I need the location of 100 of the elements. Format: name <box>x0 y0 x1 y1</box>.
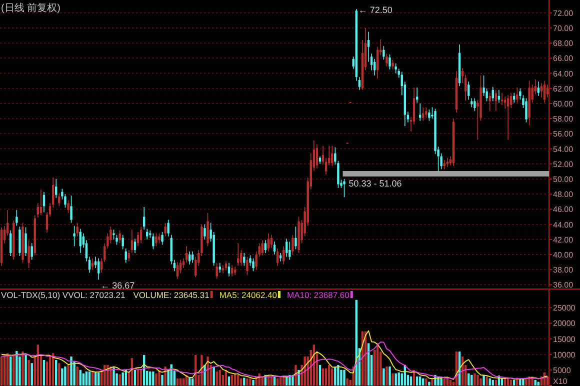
candlestick <box>112 229 115 240</box>
bar <box>468 373 470 386</box>
candlestick <box>286 238 288 258</box>
candlestick <box>394 63 397 74</box>
y-tick-label: 68.00 <box>553 39 574 48</box>
candlestick <box>292 234 294 255</box>
bar <box>212 366 215 386</box>
bar <box>334 366 336 386</box>
bar <box>513 380 516 386</box>
candlestick <box>446 157 448 168</box>
candlestick <box>422 106 424 122</box>
bar <box>331 368 334 386</box>
bar <box>486 376 488 386</box>
y-tick-label: 5000 <box>553 366 572 375</box>
bar <box>24 354 27 386</box>
y-tick-label: 40.00 <box>553 250 574 260</box>
bar <box>237 374 240 386</box>
candlestick <box>537 81 540 96</box>
candlestick <box>540 82 543 98</box>
candlestick <box>24 226 27 256</box>
candlestick <box>224 260 228 271</box>
bar <box>0 356 3 386</box>
candlestick <box>167 219 170 237</box>
bar <box>216 371 218 386</box>
bar <box>410 376 412 386</box>
candlestick <box>506 94 510 140</box>
bar <box>492 380 494 386</box>
candlestick <box>76 222 78 237</box>
bar <box>118 374 121 386</box>
bar <box>70 356 72 386</box>
bar <box>343 370 346 386</box>
candlestick <box>261 240 264 256</box>
candlestick <box>273 241 276 255</box>
bar <box>324 368 328 386</box>
bar <box>246 378 248 386</box>
candlestick <box>246 256 248 276</box>
candlestick <box>192 251 194 264</box>
bar <box>425 378 428 386</box>
legend-label: MA5: 24062.40 <box>219 290 278 300</box>
bar <box>64 366 66 386</box>
candlestick <box>164 222 166 237</box>
candlestick <box>474 98 476 112</box>
bar <box>382 368 385 386</box>
y-tick-label: 58.00 <box>553 114 574 124</box>
bar <box>16 350 18 386</box>
bar <box>322 368 324 386</box>
bar <box>10 356 12 386</box>
candlestick <box>367 31 370 62</box>
bar <box>134 370 136 386</box>
candlestick <box>188 251 191 265</box>
candlestick <box>468 81 470 100</box>
bar <box>480 378 482 386</box>
bar <box>431 378 434 386</box>
candlestick <box>500 92 504 106</box>
y-tick-label: X10 <box>553 377 568 386</box>
bar <box>79 370 82 386</box>
bar <box>440 378 442 386</box>
bar <box>228 376 230 386</box>
bar <box>398 372 400 386</box>
bar <box>206 356 209 386</box>
bar <box>416 376 418 386</box>
legend-label: MA10: 23687.60 <box>287 290 350 300</box>
candlestick <box>237 242 240 266</box>
bar <box>252 380 254 386</box>
band-label: 50.33 - 51.06 <box>348 178 402 189</box>
candlestick <box>55 178 58 198</box>
bar <box>112 367 115 386</box>
bar <box>392 373 394 386</box>
y-tick-label: 56.00 <box>553 130 574 139</box>
bar <box>122 372 124 386</box>
line-series <box>1 342 548 380</box>
candlestick <box>28 240 30 269</box>
y-tick-label: 70.00 <box>553 24 574 33</box>
bar <box>152 371 154 386</box>
candlestick <box>118 230 121 244</box>
bar <box>94 372 97 386</box>
candlestick <box>230 264 234 277</box>
y-tick-label: 54.00 <box>553 144 574 154</box>
y-tick-label: 72.00 <box>553 8 574 18</box>
candlestick <box>155 232 158 247</box>
chart-title: (日线 前复权) <box>1 2 60 14</box>
bar <box>394 373 397 386</box>
y-tick-label: 36.00 <box>553 280 574 290</box>
candlestick <box>243 252 246 266</box>
y-tick-label: 10000 <box>553 350 576 360</box>
y-tick-label: 25000 <box>553 304 576 313</box>
candlestick <box>543 80 546 104</box>
y-tick-label: 46.00 <box>553 205 574 214</box>
candlestick <box>294 226 297 250</box>
bar <box>470 374 473 386</box>
bar <box>482 374 485 386</box>
line-series <box>1 330 548 380</box>
candlestick <box>316 144 318 169</box>
candlestick <box>206 212 209 247</box>
candlestick <box>216 262 218 280</box>
bar <box>158 370 160 386</box>
bar <box>61 368 64 386</box>
candlestick <box>276 248 279 266</box>
candlestick <box>228 262 230 277</box>
candlestick <box>386 53 388 67</box>
